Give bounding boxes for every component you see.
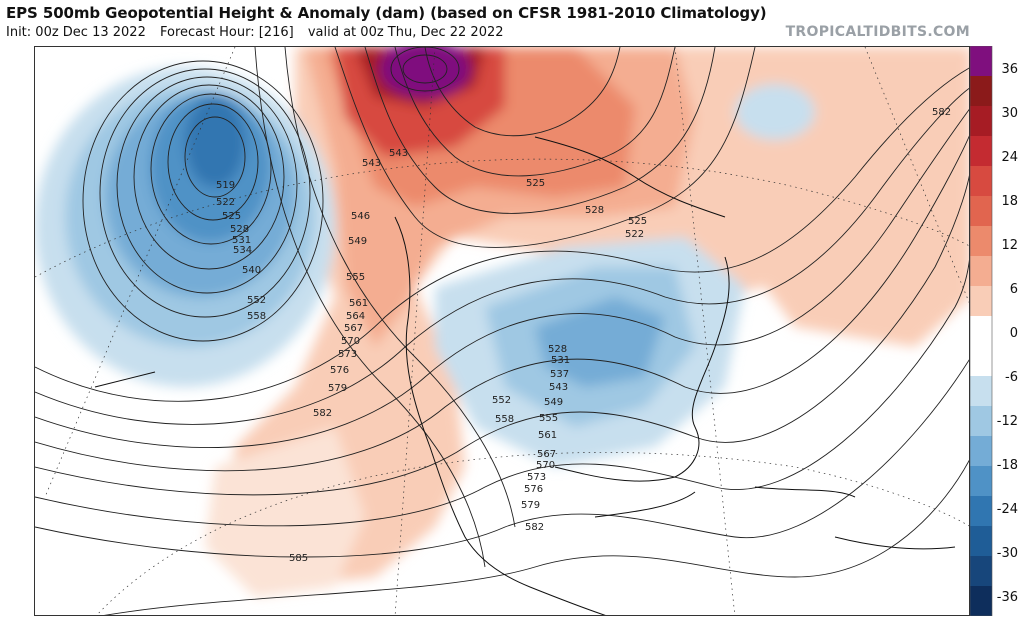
contour-label: 522 <box>625 229 644 240</box>
contour-label: 531 <box>551 355 570 366</box>
contour-label: 582 <box>932 107 951 118</box>
colorbar-tick: 6 <box>1010 282 1018 297</box>
colorbar-swatch <box>970 586 992 616</box>
negative-anomaly-region <box>535 297 665 387</box>
contour-label: 525 <box>222 211 241 222</box>
colorbar-tick: -12 <box>997 414 1018 429</box>
contour-label: 537 <box>550 369 569 380</box>
contour-label: 576 <box>330 365 349 376</box>
colorbar-tick: 36 <box>1001 62 1018 77</box>
init-time: Init: 00z Dec 13 2022 <box>6 25 146 40</box>
contour-label: 579 <box>328 383 347 394</box>
contour-label: 546 <box>351 211 370 222</box>
contour-label: 525 <box>628 216 647 227</box>
contour-label: 522 <box>216 197 235 208</box>
contour-label: 519 <box>216 180 235 191</box>
contour-label: 552 <box>247 295 266 306</box>
colorbar-swatch <box>970 376 992 407</box>
contour-label: 543 <box>362 158 381 169</box>
colorbar-swatch <box>970 556 992 587</box>
colorbar-swatch <box>970 226 992 257</box>
contour-label: 549 <box>348 236 367 247</box>
map-canvas: 519 522 525 528 531 534 540 552 558 543 … <box>35 47 969 615</box>
contour-label: 549 <box>544 397 563 408</box>
contour-label: 582 <box>525 522 544 533</box>
anomaly-map: 519 522 525 528 531 534 540 552 558 543 … <box>34 46 970 616</box>
contour-label: 570 <box>341 336 360 347</box>
colorbar-swatch <box>970 46 992 77</box>
contour-label: 585 <box>289 553 308 564</box>
contour-label: 576 <box>524 484 543 495</box>
colorbar-tick: -18 <box>997 458 1018 473</box>
colorbar-swatch <box>970 466 992 497</box>
colorbar-swatch <box>970 406 992 437</box>
colorbar-swatches <box>970 46 992 616</box>
contour-label: 558 <box>247 311 266 322</box>
valid-time: valid at 00z Thu, Dec 22 2022 <box>307 25 504 40</box>
contour-label: 525 <box>526 178 545 189</box>
contour-label: 555 <box>346 272 365 283</box>
positive-anomaly-region <box>205 427 365 597</box>
colorbar-swatch <box>970 196 992 227</box>
contour-label: 567 <box>344 323 363 334</box>
colorbar-tick: 12 <box>1001 238 1018 253</box>
colorbar-swatch <box>970 136 992 167</box>
contour-label: 555 <box>539 413 558 424</box>
contour-label: 573 <box>338 349 357 360</box>
contour-label: 534 <box>233 245 252 256</box>
contour-labels: 519 522 525 528 531 534 540 552 558 543 … <box>216 107 951 564</box>
forecast-hour: Forecast Hour: [216] <box>159 25 294 40</box>
contour-label: 579 <box>521 500 540 511</box>
colorbar-swatch <box>970 346 992 377</box>
coastlines <box>94 136 956 615</box>
colorbar-tick: -30 <box>997 546 1018 561</box>
colorbar-swatch <box>970 526 992 557</box>
colorbar-swatch <box>970 76 992 107</box>
site-watermark: TROPICALTIDBITS.COM <box>785 24 970 40</box>
contour-label: 570 <box>536 460 555 471</box>
colorbar-tick: -36 <box>997 590 1018 605</box>
negative-anomaly-region <box>735 84 815 140</box>
colorbar-swatch <box>970 436 992 467</box>
contour-label: 552 <box>492 395 511 406</box>
contour-label: 582 <box>313 408 332 419</box>
contour-label: 543 <box>549 382 568 393</box>
colorbar-tick: 18 <box>1001 194 1018 209</box>
contour-label: 531 <box>232 235 251 246</box>
contour-label: 528 <box>585 205 604 216</box>
positive-anomaly-core <box>379 47 471 99</box>
colorbar-swatch <box>970 166 992 197</box>
contour-label: 567 <box>537 449 556 460</box>
contour-label: 540 <box>242 265 261 276</box>
colorbar-tick: 0 <box>1010 326 1018 341</box>
map-subtitle: Init: 00z Dec 13 2022 Forecast Hour: [21… <box>6 25 514 40</box>
contour-label: 564 <box>346 311 365 322</box>
colorbar-tick: 30 <box>1001 106 1018 121</box>
colorbar-tick: -6 <box>1005 370 1018 385</box>
colorbar-swatch <box>970 316 992 347</box>
contour-label: 561 <box>349 298 368 309</box>
contour-label: 528 <box>548 344 567 355</box>
colorbar-swatch <box>970 256 992 287</box>
colorbar-swatch <box>970 286 992 317</box>
graticule <box>35 47 969 615</box>
negative-anomaly-region <box>185 97 245 187</box>
contour-label: 561 <box>538 430 557 441</box>
colorbar-swatch <box>970 106 992 137</box>
contour-label: 573 <box>527 472 546 483</box>
map-title: EPS 500mb Geopotential Height & Anomaly … <box>6 4 767 22</box>
colorbar-tick: 24 <box>1001 150 1018 165</box>
height-contours <box>35 47 969 615</box>
contour-label: 543 <box>389 148 408 159</box>
colorbar-swatch <box>970 496 992 527</box>
colorbar-tick: -24 <box>997 502 1018 517</box>
contour-label: 558 <box>495 414 514 425</box>
colorbar: 36 30 24 18 12 6 0 -6 -12 -18 -24 -30 -3… <box>970 46 1018 616</box>
contour-label: 528 <box>230 224 249 235</box>
